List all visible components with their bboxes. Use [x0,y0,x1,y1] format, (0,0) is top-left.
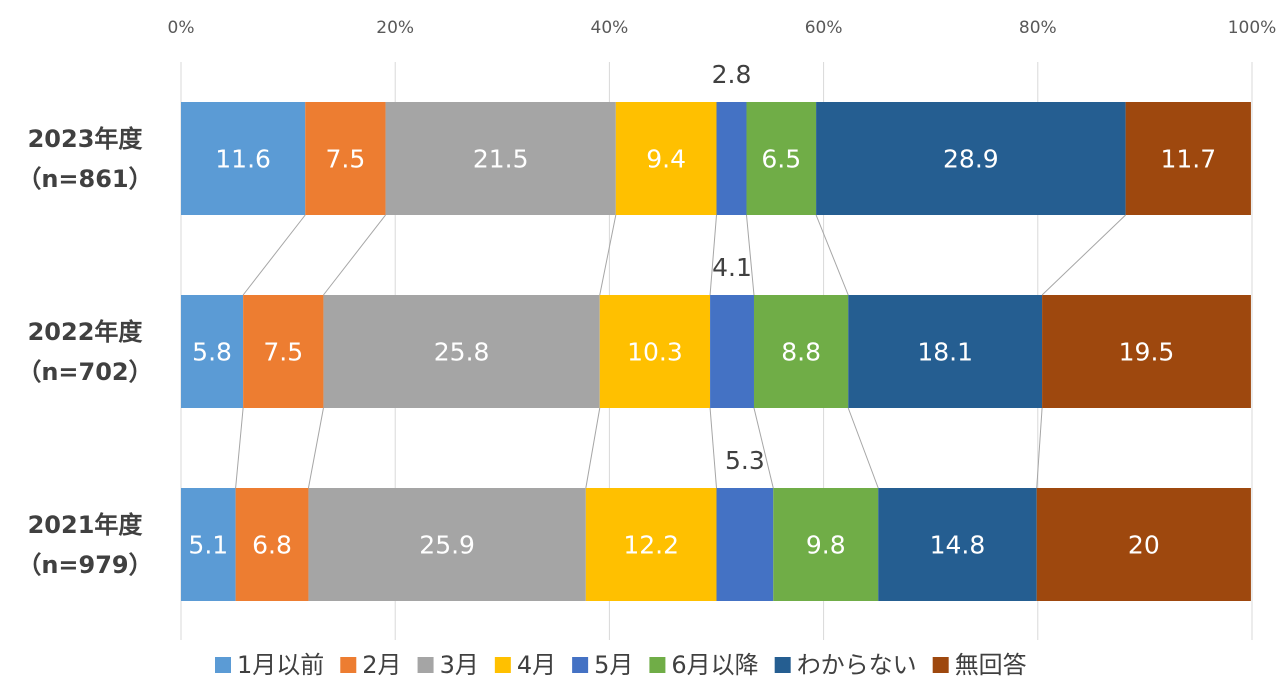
bar-segment [305,102,386,215]
legend-swatch [774,657,791,673]
connector-line [709,214,717,296]
value-label: 28.9 [943,145,999,174]
value-label: 6.8 [252,531,292,560]
bar-segment [181,102,306,215]
value-label: 7.5 [263,338,303,367]
value-label: 8.8 [781,338,821,367]
legend-swatch [649,657,666,673]
value-label: 11.6 [215,145,271,174]
bar-segment [753,295,849,408]
bar-segment [1036,488,1251,601]
connector-line [307,407,324,489]
x-tick-label: 60% [805,18,843,38]
connector-line [709,407,717,489]
bar-segment [599,295,711,408]
value-label: 20 [1128,531,1160,560]
legend-label: 1月以前 [237,651,324,679]
legend-label: 3月 [440,651,479,679]
bar-segment [746,102,817,215]
value-label: 21.5 [473,145,529,174]
bar-segment [308,488,586,601]
connector-line [815,214,849,296]
value-label: 5.3 [725,446,765,475]
bar-segment [243,295,324,408]
legend-swatch [494,657,511,673]
bar-segment [848,295,1043,408]
value-label: 25.8 [434,338,490,367]
legend-label: 5月 [594,651,633,679]
bar-segment [235,488,309,601]
category-label: （n=702） [17,358,152,386]
connector-line [745,214,755,296]
category-label: 2022年度 [28,318,144,346]
x-tick-label: 0% [168,18,195,38]
value-label: 25.9 [419,531,475,560]
value-label: 10.3 [627,338,683,367]
value-label: 5.1 [188,531,228,560]
value-label: 6.5 [761,145,801,174]
bar-segment [1042,295,1251,408]
value-label: 5.8 [192,338,232,367]
legend-label: 4月 [517,651,556,679]
bar-segment [585,488,717,601]
bar-segment [181,295,244,408]
connector-line [1041,214,1126,296]
connector-line [599,214,617,296]
bar-segment [323,295,600,408]
legend-label: わからない [797,651,917,679]
category-label: 2023年度 [28,125,144,153]
legend-swatch [340,657,357,673]
connector-line [323,214,386,296]
bar-segment [1125,102,1251,215]
category-label: （n=979） [17,551,152,579]
connector-line [753,407,774,489]
connector-line [847,407,879,489]
bar-segment [710,295,754,408]
bar-segment [181,488,236,601]
connector-line [585,407,601,489]
value-label: 12.2 [623,531,679,560]
connector-line [1036,407,1043,489]
connector-line [235,407,244,489]
legend-label: 2月 [362,651,401,679]
bar-segment [816,102,1126,215]
bar-segment [716,488,774,601]
value-label: 9.8 [806,531,846,560]
bar-segment [615,102,717,215]
value-label: 7.5 [326,145,366,174]
bar-segment [878,488,1037,601]
value-label: 4.1 [712,253,752,282]
legend-swatch [417,657,434,673]
x-tick-label: 20% [376,18,414,38]
bar-segment [385,102,616,215]
category-label: （n=861） [17,165,152,193]
value-label: 9.4 [646,145,686,174]
value-label: 2.8 [712,60,752,89]
legend-swatch [215,657,231,673]
value-label: 18.1 [917,338,973,367]
legend-swatch [572,657,589,673]
x-tick-label: 40% [591,18,629,38]
bar-segment [716,102,747,215]
legend-label: 無回答 [955,651,1027,679]
value-label: 14.8 [930,531,986,560]
x-tick-label: 80% [1019,18,1057,38]
value-label: 11.7 [1160,145,1216,174]
connector-line [242,214,306,296]
legend-swatch [932,657,949,673]
bar-segment [773,488,879,601]
category-label: 2021年度 [28,511,144,539]
x-tick-label: 100% [1228,18,1277,38]
legend-label: 6月以降 [671,651,758,679]
value-label: 19.5 [1119,338,1175,367]
